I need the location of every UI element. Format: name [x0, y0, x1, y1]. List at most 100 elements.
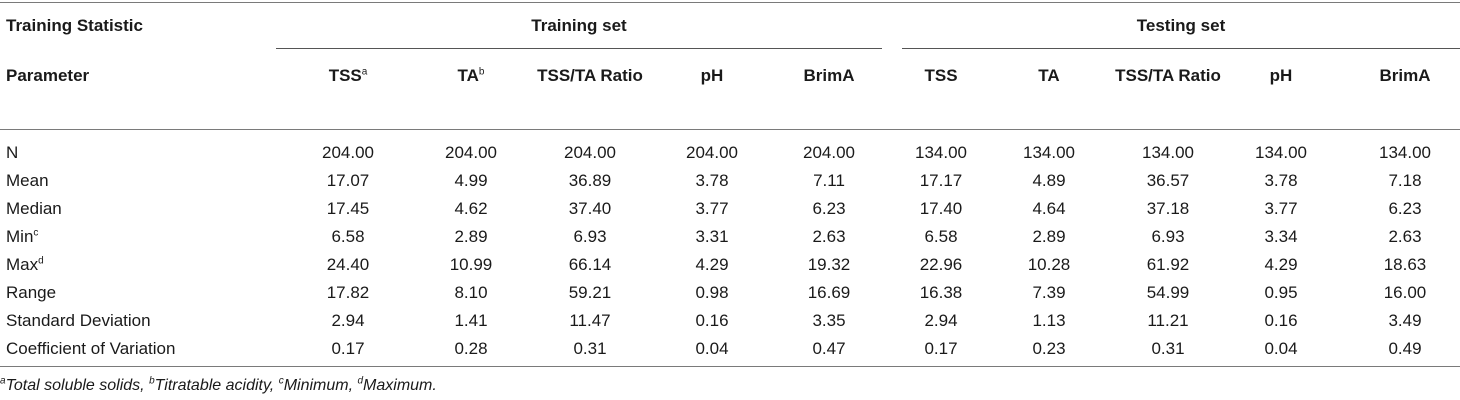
- column-header-label: pH: [700, 66, 724, 85]
- table-cell: 0.04: [1264, 339, 1298, 358]
- table-cell: 8.10: [454, 283, 488, 302]
- column-header-label: TSS: [924, 66, 958, 85]
- table-cell: 134.00: [1142, 143, 1194, 162]
- table-cell: 0.31: [1151, 339, 1185, 358]
- table-cell: 2.94: [924, 311, 958, 330]
- footnote-marker: c: [278, 375, 284, 387]
- table-cell: 17.45: [326, 199, 370, 218]
- table-cell: 0.95: [1264, 283, 1298, 302]
- row-label-text: Range: [6, 283, 57, 302]
- table-cell: 0.23: [1032, 339, 1066, 358]
- column-header: TSS/TA Ratio: [1108, 64, 1228, 87]
- table-cell: 0.49: [1388, 339, 1422, 358]
- column-header-superscript: b: [478, 66, 485, 78]
- table-cell: 0.17: [331, 339, 365, 358]
- table-cell: 4.99: [454, 171, 488, 190]
- row-label-text: Min: [6, 227, 34, 246]
- column-header: TAb: [411, 66, 531, 86]
- column-header: TSS: [881, 66, 1001, 86]
- table-cell: 18.63: [1383, 255, 1427, 274]
- table-cell: 17.07: [326, 171, 370, 190]
- row-label-text: Coefficient of Variation: [6, 339, 176, 358]
- table-cell: 0.31: [573, 339, 607, 358]
- table-cell: 0.17: [924, 339, 958, 358]
- table-cell: 36.57: [1146, 171, 1190, 190]
- column-header-label: TSS/TA Ratio: [1115, 66, 1221, 85]
- table-cell: 4.29: [1264, 255, 1298, 274]
- footnote-marker: d: [357, 375, 364, 387]
- column-header-label: TA: [457, 66, 479, 85]
- table-bottom-rule: [0, 366, 1460, 367]
- group-header-training: Training set: [531, 16, 627, 35]
- table-cell: 204.00: [445, 143, 497, 162]
- table-cell: 22.96: [919, 255, 963, 274]
- table-cell: 16.00: [1383, 283, 1427, 302]
- column-header-label: TSS/TA Ratio: [537, 66, 643, 85]
- column-header-label: BrimA: [1379, 66, 1431, 85]
- row-label: Range: [6, 283, 56, 303]
- row-label-text: Max: [6, 255, 39, 274]
- table-cell: 3.78: [1264, 171, 1298, 190]
- footnote-marker: b: [149, 375, 155, 387]
- table-cell: 204.00: [322, 143, 374, 162]
- column-header: TSSa: [288, 66, 408, 86]
- table-cell: 134.00: [1255, 143, 1307, 162]
- row-label-text: Median: [6, 199, 62, 218]
- table-cell: 0.04: [695, 339, 729, 358]
- table-cell: 59.21: [568, 283, 612, 302]
- footnote-marker: a: [0, 375, 6, 387]
- row-label: Maxd: [6, 255, 44, 275]
- table-cell: 3.31: [695, 227, 729, 246]
- footnote-text: Total soluble solids,: [5, 377, 150, 394]
- table-cell: 2.63: [1388, 227, 1422, 246]
- table-cell: 7.18: [1388, 171, 1422, 190]
- footnote-text: Minimum,: [283, 377, 358, 394]
- table-cell: 19.32: [807, 255, 851, 274]
- table-cell: 3.49: [1388, 311, 1422, 330]
- column-header: TA: [989, 66, 1109, 86]
- table-cell: 204.00: [803, 143, 855, 162]
- table-cell: 3.35: [812, 311, 846, 330]
- table-cell: 6.58: [331, 227, 365, 246]
- table-cell: 2.89: [1032, 227, 1066, 246]
- table-cell: 204.00: [564, 143, 616, 162]
- table-cell: 54.99: [1146, 283, 1190, 302]
- table-footnote: aTotal soluble solids, bTitratable acidi…: [0, 375, 437, 395]
- table-cell: 66.14: [568, 255, 612, 274]
- column-header: pH: [652, 66, 772, 86]
- table-cell: 2.94: [331, 311, 365, 330]
- row-label: Coefficient of Variation: [6, 339, 175, 359]
- row-label: Minc: [6, 227, 38, 247]
- table-cell: 10.99: [449, 255, 493, 274]
- table-cell: 16.38: [919, 283, 963, 302]
- table-cell: 0.47: [812, 339, 846, 358]
- table-cell: 3.77: [1264, 199, 1298, 218]
- table-cell: 0.16: [695, 311, 729, 330]
- param-header: Parameter: [6, 66, 90, 85]
- table-cell: 11.21: [1147, 311, 1189, 330]
- row-label-superscript: d: [38, 255, 44, 267]
- header-bottom-rule: [0, 129, 1460, 130]
- table-cell: 1.13: [1032, 311, 1066, 330]
- table-cell: 6.93: [1151, 227, 1185, 246]
- table-cell: 24.40: [326, 255, 370, 274]
- table-cell: 37.18: [1146, 199, 1190, 218]
- row-label: N: [6, 143, 18, 163]
- column-header: BrimA: [1345, 66, 1460, 86]
- table-cell: 134.00: [915, 143, 967, 162]
- table-cell: 17.82: [326, 283, 370, 302]
- table-cell: 1.41: [454, 311, 488, 330]
- table-cell: 4.29: [695, 255, 729, 274]
- table-cell: 0.28: [454, 339, 488, 358]
- group-rule-training: [276, 48, 882, 49]
- table-cell: 6.23: [812, 199, 846, 218]
- table-cell: 37.40: [568, 199, 612, 218]
- table-cell: 36.89: [568, 171, 612, 190]
- table-cell: 11.47: [569, 311, 611, 330]
- table-cell: 2.89: [454, 227, 488, 246]
- table-cell: 6.93: [573, 227, 607, 246]
- table-cell: 7.11: [813, 171, 845, 190]
- table-cell: 134.00: [1023, 143, 1075, 162]
- column-header-label: pH: [1269, 66, 1293, 85]
- column-header-superscript: a: [361, 66, 368, 78]
